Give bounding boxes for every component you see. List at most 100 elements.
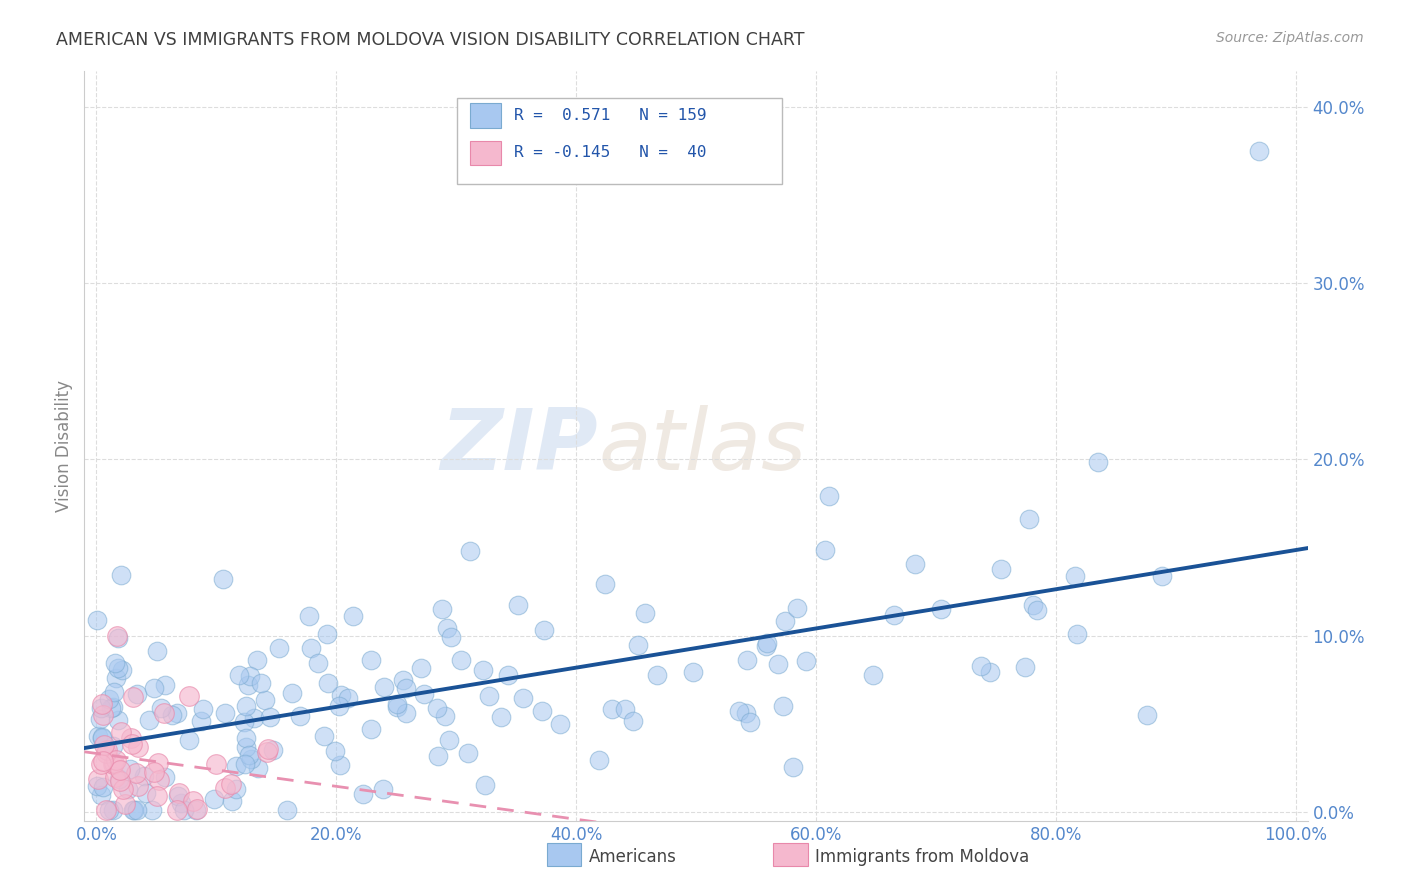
Point: [239, 752, 262, 766]
Point: [173, 803, 195, 817]
Point: [98, 692, 121, 706]
Point: [152, 706, 174, 720]
Point: [125, 688, 148, 702]
Point: [436, 621, 458, 635]
Point: [316, 676, 339, 690]
Point: [135, 786, 157, 800]
Point: [141, 803, 163, 817]
Point: [121, 738, 143, 752]
Point: [221, 794, 243, 808]
Point: [508, 598, 530, 612]
Point: [621, 714, 644, 729]
Point: [413, 687, 436, 701]
Text: atlas: atlas: [598, 404, 806, 488]
Point: [385, 698, 408, 712]
Point: [314, 730, 336, 744]
Point: [107, 661, 129, 675]
Point: [533, 623, 555, 637]
Point: [103, 756, 125, 770]
Point: [512, 690, 534, 705]
Point: [600, 702, 623, 716]
Point: [111, 782, 134, 797]
Text: Immigrants from Moldova: Immigrants from Moldova: [815, 847, 1029, 865]
Point: [101, 699, 124, 714]
Point: [588, 753, 610, 767]
Point: [342, 609, 364, 624]
Point: [352, 787, 374, 801]
Point: [281, 686, 304, 700]
Point: [1135, 707, 1157, 722]
Point: [101, 803, 124, 817]
Point: [93, 780, 115, 795]
Point: [1064, 569, 1087, 583]
Point: [232, 714, 254, 729]
Point: [160, 708, 183, 723]
Point: [645, 667, 668, 681]
Point: [323, 744, 346, 758]
Point: [225, 759, 247, 773]
Point: [179, 733, 201, 747]
Point: [190, 714, 212, 728]
Point: [181, 794, 204, 808]
Point: [167, 786, 190, 800]
Point: [756, 636, 779, 650]
Point: [460, 543, 482, 558]
Point: [276, 803, 298, 817]
Point: [238, 747, 260, 762]
Point: [204, 756, 226, 771]
Point: [593, 577, 616, 591]
Point: [104, 770, 127, 784]
Point: [100, 701, 122, 715]
Point: [440, 631, 463, 645]
Point: [862, 668, 884, 682]
Point: [288, 708, 311, 723]
Point: [256, 745, 278, 759]
Point: [193, 702, 215, 716]
Point: [768, 657, 790, 672]
Point: [146, 643, 169, 657]
Point: [110, 724, 132, 739]
Point: [107, 632, 129, 646]
Point: [786, 600, 808, 615]
FancyBboxPatch shape: [773, 843, 807, 865]
Point: [814, 543, 837, 558]
Point: [298, 608, 321, 623]
Point: [238, 678, 260, 692]
Point: [107, 713, 129, 727]
Point: [883, 607, 905, 622]
Point: [970, 659, 993, 673]
Point: [818, 489, 841, 503]
Point: [105, 753, 128, 767]
Point: [728, 705, 751, 719]
Point: [395, 681, 418, 696]
Point: [990, 562, 1012, 576]
Point: [90, 731, 112, 746]
Point: [127, 740, 149, 755]
Point: [262, 742, 284, 756]
Point: [105, 671, 128, 685]
Point: [426, 701, 449, 715]
Point: [186, 803, 208, 817]
Point: [125, 803, 148, 817]
Point: [108, 772, 131, 786]
Point: [269, 641, 291, 656]
Point: [142, 764, 165, 779]
Point: [225, 781, 247, 796]
Point: [392, 673, 415, 687]
Point: [239, 669, 262, 683]
Point: [90, 701, 112, 715]
Point: [548, 717, 571, 731]
Point: [782, 760, 804, 774]
Point: [437, 732, 460, 747]
Text: R = -0.145   N =  40: R = -0.145 N = 40: [513, 145, 706, 161]
Point: [373, 681, 395, 695]
Point: [929, 602, 952, 616]
Point: [627, 638, 650, 652]
Point: [90, 756, 112, 771]
Point: [613, 702, 636, 716]
Point: [93, 738, 115, 752]
Point: [395, 706, 418, 720]
Point: [235, 731, 257, 746]
Point: [256, 741, 278, 756]
Point: [1018, 512, 1040, 526]
